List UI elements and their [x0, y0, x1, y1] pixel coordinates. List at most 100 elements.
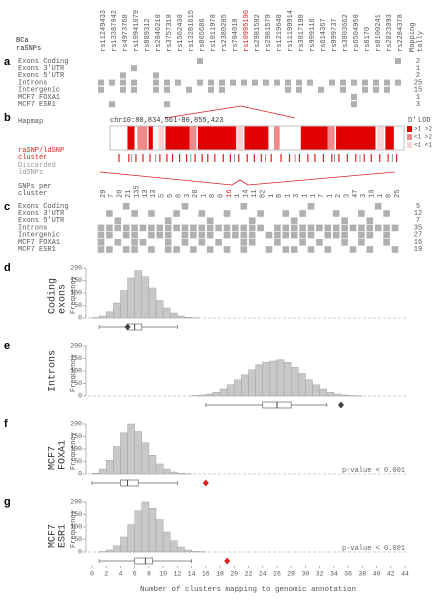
annotation-cell [282, 210, 290, 217]
x-tick-label: 16 [202, 571, 210, 578]
annotation-cell [98, 86, 104, 93]
snps-count: 8 [175, 194, 183, 198]
histogram-bar [98, 468, 107, 475]
snps-count: 8 [276, 194, 284, 198]
annotation-cell [208, 79, 214, 86]
row-label: Exons 3'UTR [18, 210, 65, 218]
y-axis-label: Frequency [70, 276, 78, 314]
row-label: MCF7 FOXA1 [18, 239, 60, 247]
x-tick-label: 8 [147, 571, 151, 578]
rsid-label: rs2981579 [265, 14, 273, 52]
rsid-label: rs4973768 [122, 14, 130, 52]
x-tick-label: 40 [373, 571, 381, 578]
annotation-cell [341, 231, 348, 239]
panel-title: exons [58, 284, 69, 314]
annotation-cell [164, 231, 172, 239]
hapmap-label: Hapmap [18, 118, 43, 126]
connector-line [164, 105, 242, 119]
y-tick-label: 200 [70, 265, 82, 272]
rsid-label: rs1562430 [177, 14, 185, 52]
annotation-cell [215, 239, 222, 246]
rsid-label: rs10941679 [133, 10, 141, 52]
annotation-cell [349, 246, 357, 253]
histogram-bar [170, 312, 178, 319]
histogram-bar [248, 369, 256, 397]
rsid-label: rs2380205 [221, 14, 229, 52]
ld-block [158, 126, 165, 150]
cluster-label: raSNP/ldSNP [18, 147, 64, 155]
x-tick-label: 30 [302, 571, 310, 578]
annotation-cell [340, 79, 346, 86]
y-tick-label: 150 [70, 511, 82, 518]
annotation-cell [395, 79, 401, 86]
snps-count: 3 [184, 194, 192, 198]
annotation-cell [120, 86, 126, 93]
histogram-bar [127, 423, 135, 475]
row-label: Introns [18, 224, 47, 232]
x-tick-label: 6 [133, 571, 137, 578]
annotation-cell [230, 79, 236, 86]
snps-count: 1 [285, 194, 293, 198]
discarded-label: ldSNPs [18, 169, 43, 177]
annotation-cell [219, 86, 225, 93]
histogram-bar [155, 300, 164, 319]
snps-count: 13 [142, 190, 150, 198]
annotation-cell [114, 239, 122, 246]
y-tick-label: 50 [74, 302, 82, 309]
ld-block [165, 126, 190, 150]
snps-count: 5 [159, 194, 167, 198]
x-tick-label: 0 [90, 571, 94, 578]
observed-marker [224, 557, 231, 565]
annotation-cell [197, 58, 203, 64]
annotation-cell [341, 224, 348, 232]
annotation-cell [383, 210, 390, 217]
annotation-cell [131, 224, 138, 232]
annotation-cell [332, 231, 340, 239]
snps-count: 6 [217, 194, 225, 198]
histogram-bar [177, 315, 185, 319]
rsid-label: rs6504950 [353, 14, 361, 52]
panel-title: ESR1 [58, 524, 69, 548]
y-tick-label: 0 [78, 393, 82, 400]
histogram-bar [134, 270, 142, 319]
histogram-bar [134, 431, 142, 475]
histogram-bar [155, 519, 164, 553]
x-tick-label: 22 [245, 571, 253, 578]
legend-swatch [407, 134, 412, 140]
annotation-cell [307, 79, 313, 86]
snps-count: 16 [226, 190, 234, 198]
rsid-label: rs11249433 [100, 10, 108, 52]
annotation-cell [395, 58, 401, 64]
annotation-cell [97, 224, 105, 232]
connectors [99, 105, 396, 186]
annotation-cell [296, 86, 302, 93]
annotation-cell [153, 86, 159, 93]
annotation-cell [120, 79, 126, 86]
annotation-cell [131, 239, 138, 246]
y-tick-label: 100 [70, 290, 82, 297]
annotation-cell [97, 231, 105, 239]
connector-line [240, 105, 296, 119]
row-tally: 35 [414, 224, 422, 232]
snps-count: 1 [201, 194, 209, 198]
annotation-cell [299, 231, 306, 239]
histogram-bar [212, 392, 221, 397]
row-tally: 1 [416, 94, 420, 102]
row-label: Intergenic [18, 87, 60, 95]
annotation-cell [299, 239, 306, 246]
annotation-cell [109, 79, 115, 86]
snps-count: 1 [301, 194, 309, 198]
p-value: p-value < 0.001 [342, 545, 405, 553]
snps-count: 7 [108, 194, 116, 198]
histogram-bar [319, 388, 327, 397]
row-tally: 25 [414, 79, 422, 87]
histogram-bar [141, 276, 150, 319]
histogram-bar [134, 510, 142, 553]
annotation-cell [131, 246, 138, 253]
x-tick-label: 2 [104, 571, 108, 578]
annotation-cell [240, 224, 248, 232]
row-tally: 5 [416, 203, 420, 211]
rsid-label: rs909116 [309, 18, 317, 52]
snps-count: 1 [268, 194, 276, 198]
annotation-cell [358, 239, 365, 246]
